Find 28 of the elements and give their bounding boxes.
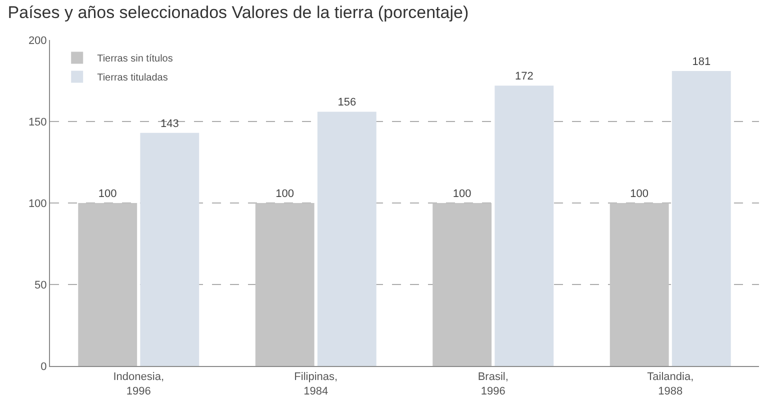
x-tick-label: Filipinas, 1984 — [294, 371, 338, 398]
data-label: 100 — [276, 188, 294, 200]
bar — [494, 86, 554, 366]
data-label: 172 — [514, 70, 534, 83]
data-label: 156 — [338, 96, 356, 109]
x-tick-label: Brasil, 1996 — [478, 371, 508, 398]
bar — [317, 112, 376, 366]
y-tick-label: 150 — [28, 116, 47, 128]
y-tick-label: 0 — [40, 360, 47, 373]
bar — [672, 70, 731, 366]
chart-title: Países y años seleccionados Valores de la tierra (porcentaje) — [8, 3, 469, 22]
data-label: 100 — [98, 188, 117, 200]
data-label: 143 — [160, 118, 179, 130]
legend-label: Tierras sin títulos — [97, 54, 173, 65]
bar — [140, 132, 200, 366]
y-tick-label: 100 — [28, 198, 47, 210]
y-tick-label: 50 — [34, 279, 47, 292]
bar — [432, 203, 492, 366]
x-tick-label: Tailandia, 1988 — [647, 371, 694, 398]
data-label: 181 — [692, 56, 711, 68]
bar — [610, 203, 669, 366]
data-label: 100 — [452, 188, 472, 200]
data-label: 100 — [630, 188, 649, 200]
bar — [78, 203, 138, 366]
x-tick-label: Indonesia, 1996 — [113, 371, 164, 398]
legend-label: Tierras tituladas — [97, 72, 168, 84]
y-tick-label: 200 — [28, 34, 47, 47]
bar — [255, 203, 314, 366]
